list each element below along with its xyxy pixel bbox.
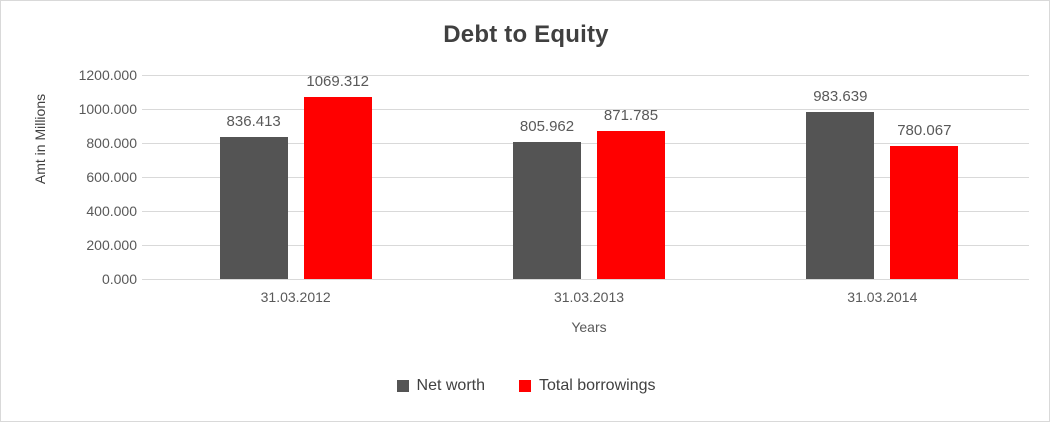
chart-title: Debt to Equity bbox=[443, 21, 609, 48]
bar-data-label: 871.785 bbox=[603, 106, 659, 124]
legend-item[interactable]: Net worth bbox=[396, 377, 485, 395]
bar[interactable] bbox=[806, 111, 875, 279]
gridline bbox=[149, 177, 1029, 178]
bar-data-label: 780.067 bbox=[897, 122, 952, 140]
y-axis-tick-label: 1000.000 bbox=[78, 101, 137, 117]
bar[interactable] bbox=[890, 146, 959, 279]
y-axis-tick-label: 0.000 bbox=[101, 271, 137, 287]
y-axis-tick-label: 1200.000 bbox=[78, 67, 137, 83]
bar-data-label: 836.413 bbox=[226, 112, 281, 130]
y-axis-tick-mark bbox=[142, 279, 149, 280]
y-axis-tick-mark bbox=[142, 143, 149, 144]
gridline bbox=[149, 245, 1029, 246]
bar-data-label: 805.962 bbox=[519, 117, 575, 135]
y-axis-tick-label: 600.000 bbox=[86, 169, 137, 185]
bar[interactable] bbox=[219, 136, 288, 279]
y-axis-tick-mark bbox=[142, 109, 149, 110]
bar-data-label: 983.639 bbox=[813, 87, 868, 105]
legend-swatch-icon bbox=[518, 380, 531, 392]
gridline bbox=[149, 109, 1029, 110]
y-axis-tick-mark bbox=[142, 75, 149, 76]
bar[interactable] bbox=[303, 97, 372, 279]
bar[interactable] bbox=[597, 130, 665, 279]
bar[interactable] bbox=[513, 142, 581, 279]
legend-swatch-icon bbox=[396, 380, 409, 392]
y-axis-tick-mark bbox=[142, 177, 149, 178]
bar-data-label: 1069.312 bbox=[306, 73, 369, 91]
x-axis-line bbox=[149, 279, 1029, 280]
legend-item[interactable]: Total borrowings bbox=[518, 377, 656, 395]
y-axis-tick-mark bbox=[142, 245, 149, 246]
y-axis-tick-label: 800.000 bbox=[86, 135, 137, 151]
legend-label: Net worth bbox=[416, 377, 485, 394]
gridline bbox=[149, 75, 1029, 76]
gridline bbox=[149, 211, 1029, 212]
gridline bbox=[149, 143, 1029, 144]
x-axis-category-label: 31.03.2012 bbox=[260, 289, 331, 305]
y-axis-tick-label: 400.000 bbox=[86, 203, 137, 219]
x-axis-title: Years bbox=[571, 319, 607, 335]
y-axis-tick-mark bbox=[142, 211, 149, 212]
y-axis-tick-label: 200.000 bbox=[86, 237, 137, 253]
x-axis-category-label: 31.03.2013 bbox=[553, 289, 625, 305]
chart-legend: Net worth Total borrowings bbox=[1, 377, 1049, 395]
plot-area: 836.413 1069.312 805.962 871.785 983.639 780.… bbox=[142, 73, 1029, 280]
legend-label: Total borrowings bbox=[538, 377, 656, 394]
x-axis-category-label: 31.03.2014 bbox=[847, 289, 918, 305]
